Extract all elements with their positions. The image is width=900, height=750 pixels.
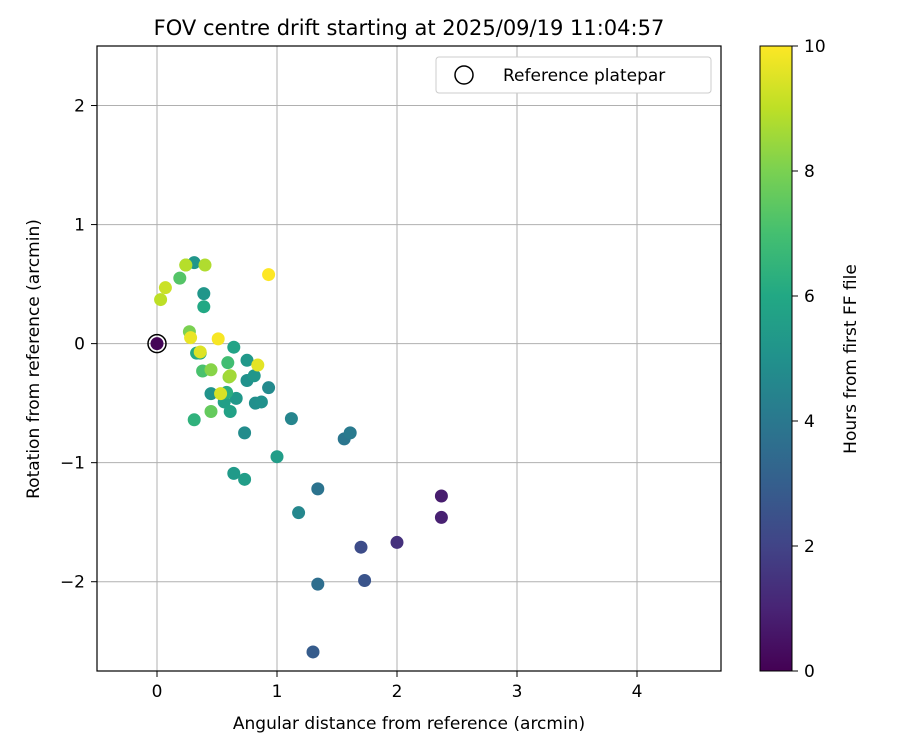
data-point [238,472,252,486]
data-point [311,577,325,591]
grid [97,46,721,671]
data-point [197,287,211,301]
data-point [204,363,218,377]
legend-box [435,56,712,94]
y-tick-label: 1 [74,216,85,236]
colorbar-tick-label: 6 [804,287,815,307]
chart-title: FOV centre drift starting at 2025/09/19 … [154,16,665,40]
data-point [251,358,265,372]
data-point [390,535,404,549]
data-point [254,395,268,409]
colorbar-gradient [759,45,793,672]
y-axis-ticks: 2 1 0 −1 −2 [60,97,97,593]
data-point [198,258,212,272]
y-axis-label: Rotation from reference (arcmin) [24,219,44,499]
data-point [434,489,448,503]
data-point [197,300,211,314]
data-point [227,340,241,354]
data-point [193,345,207,359]
y-tick-label: 0 [74,335,85,355]
reference-point-marker [147,333,167,354]
data-point [262,268,276,282]
data-point [184,331,198,345]
data-point [262,381,276,395]
colorbar-tick-label: 10 [804,37,826,57]
colorbar-tick-label: 2 [804,537,815,557]
data-point [284,412,298,426]
colorbar-tick-label: 0 [804,662,815,682]
y-tick-label: −1 [60,454,85,474]
data-point [229,391,243,405]
data-point [227,466,241,480]
data-point [187,413,201,427]
data-point [204,404,218,418]
x-axis-label: Angular distance from reference (arcmin) [233,714,585,734]
data-points [147,256,448,659]
data-point [223,369,237,383]
data-point [343,426,357,440]
y-tick-label: −2 [60,573,85,593]
data-point [211,332,225,346]
data-point [173,271,187,285]
x-tick-label: 1 [272,682,283,702]
legend: Reference platepar [435,56,712,94]
data-point [247,369,261,383]
y-tick-label: 2 [74,97,85,117]
plot-frame [96,45,722,672]
legend-label: Reference platepar [503,66,665,86]
colorbar-tick-label: 4 [804,412,815,432]
data-point [158,281,172,295]
data-point [154,293,168,307]
data-point [354,540,368,554]
data-point [306,645,320,659]
x-tick-label: 0 [152,682,163,702]
data-point [434,510,448,524]
x-tick-label: 4 [632,682,643,702]
data-point [223,404,237,418]
data-point [292,506,306,520]
colorbar: 0 2 4 6 8 10 Hours from first FF file [759,37,861,682]
data-point [150,337,164,351]
data-point [214,387,228,401]
data-point [270,450,284,464]
colorbar-tick-label: 8 [804,162,815,182]
x-axis-ticks: 0 1 2 3 4 [152,671,643,702]
colorbar-ticks: 0 2 4 6 8 10 [792,37,826,682]
x-tick-label: 3 [512,682,523,702]
data-point [358,574,372,588]
data-point [311,482,325,496]
x-tick-label: 2 [392,682,403,702]
data-point [240,353,254,367]
data-point [179,258,193,272]
data-point [221,356,235,370]
data-point [238,426,252,440]
colorbar-label: Hours from first FF file [841,264,861,454]
legend-marker [454,65,474,85]
data-point [204,387,218,401]
